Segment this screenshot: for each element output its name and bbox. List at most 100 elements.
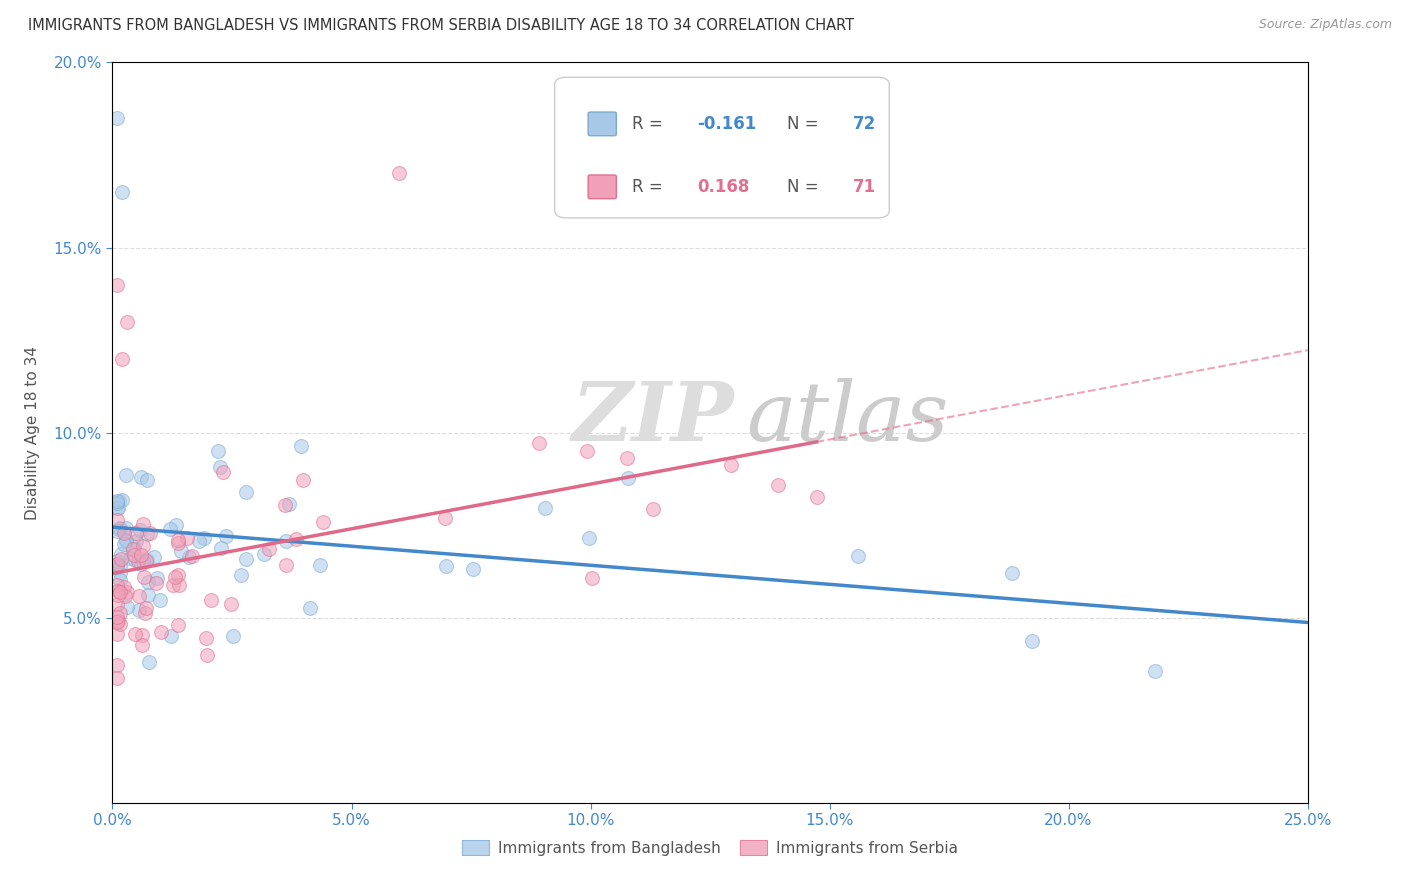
Point bbox=[135, 473, 157, 487]
Point bbox=[115, 533, 138, 548]
Point bbox=[136, 588, 159, 602]
Point bbox=[207, 444, 229, 458]
Point bbox=[105, 615, 128, 629]
Legend: Immigrants from Bangladesh, Immigrants from Serbia: Immigrants from Bangladesh, Immigrants f… bbox=[456, 834, 965, 862]
Point bbox=[167, 533, 190, 547]
Point bbox=[105, 558, 128, 573]
Point bbox=[111, 185, 134, 199]
Text: ZIP: ZIP bbox=[571, 378, 734, 458]
Point bbox=[112, 526, 135, 541]
Point bbox=[208, 459, 231, 474]
Point bbox=[129, 470, 152, 484]
Point bbox=[107, 500, 129, 515]
Point bbox=[108, 585, 131, 599]
Point bbox=[105, 597, 128, 611]
Point bbox=[167, 578, 190, 592]
Point bbox=[129, 557, 152, 571]
Point bbox=[235, 552, 257, 566]
Point bbox=[138, 525, 160, 540]
Point bbox=[292, 474, 315, 488]
Point bbox=[274, 558, 297, 572]
Point bbox=[107, 588, 129, 602]
Point bbox=[159, 522, 181, 536]
Text: 71: 71 bbox=[853, 178, 876, 196]
Point bbox=[131, 638, 153, 652]
Point bbox=[200, 593, 222, 607]
Point bbox=[277, 497, 299, 511]
Point bbox=[433, 511, 456, 525]
Point bbox=[132, 539, 155, 553]
Text: N =: N = bbox=[787, 115, 824, 133]
Point bbox=[111, 351, 134, 366]
Point bbox=[105, 560, 128, 574]
Point bbox=[132, 516, 155, 531]
Text: N =: N = bbox=[787, 178, 824, 196]
Point bbox=[108, 522, 131, 536]
Point bbox=[108, 559, 131, 574]
Point bbox=[165, 517, 187, 532]
Point bbox=[105, 111, 128, 125]
Point bbox=[308, 558, 330, 572]
Point bbox=[134, 606, 156, 620]
Point bbox=[114, 533, 136, 548]
Point bbox=[529, 435, 551, 450]
Point bbox=[617, 471, 640, 485]
Point bbox=[138, 655, 160, 669]
Point bbox=[107, 554, 129, 568]
Point bbox=[124, 552, 146, 566]
Point bbox=[136, 527, 159, 541]
Point bbox=[118, 551, 141, 566]
Point bbox=[434, 558, 457, 573]
Point bbox=[108, 521, 131, 535]
Point bbox=[129, 548, 152, 562]
Point bbox=[107, 583, 129, 598]
Point bbox=[388, 166, 411, 180]
Point bbox=[110, 492, 132, 507]
Point bbox=[110, 617, 132, 632]
Point bbox=[194, 631, 217, 645]
Point bbox=[643, 501, 665, 516]
Point bbox=[145, 576, 167, 591]
Point bbox=[766, 478, 789, 492]
Text: R =: R = bbox=[631, 178, 668, 196]
Point bbox=[131, 627, 153, 641]
Point bbox=[114, 590, 136, 604]
Point bbox=[274, 534, 297, 549]
Point bbox=[136, 574, 159, 589]
Text: 72: 72 bbox=[853, 115, 876, 133]
Point bbox=[162, 578, 184, 592]
Point bbox=[1001, 566, 1024, 581]
Point bbox=[219, 597, 242, 611]
Point bbox=[209, 541, 232, 555]
Point bbox=[125, 526, 148, 541]
Point bbox=[222, 629, 245, 643]
Point bbox=[122, 541, 145, 556]
Point bbox=[122, 548, 145, 562]
Point bbox=[105, 657, 128, 672]
Point bbox=[235, 484, 257, 499]
Point bbox=[533, 501, 555, 516]
Point bbox=[115, 600, 138, 615]
Text: -0.161: -0.161 bbox=[697, 115, 756, 133]
Point bbox=[806, 490, 828, 504]
Point bbox=[720, 458, 742, 473]
Point bbox=[231, 568, 253, 582]
Point bbox=[166, 568, 188, 582]
Point bbox=[129, 523, 152, 537]
Text: atlas: atlas bbox=[747, 378, 948, 458]
Point bbox=[110, 566, 132, 580]
Point bbox=[114, 467, 136, 482]
Y-axis label: Disability Age 18 to 34: Disability Age 18 to 34 bbox=[25, 345, 39, 520]
Point bbox=[128, 603, 150, 617]
Point bbox=[273, 499, 295, 513]
FancyBboxPatch shape bbox=[588, 175, 616, 199]
Point bbox=[179, 549, 201, 564]
Point bbox=[170, 544, 193, 558]
Point bbox=[150, 625, 173, 640]
Point bbox=[193, 531, 215, 545]
Point bbox=[105, 578, 128, 592]
Point bbox=[105, 524, 128, 538]
Point bbox=[110, 547, 132, 561]
Point bbox=[187, 534, 209, 549]
Point bbox=[575, 444, 598, 458]
